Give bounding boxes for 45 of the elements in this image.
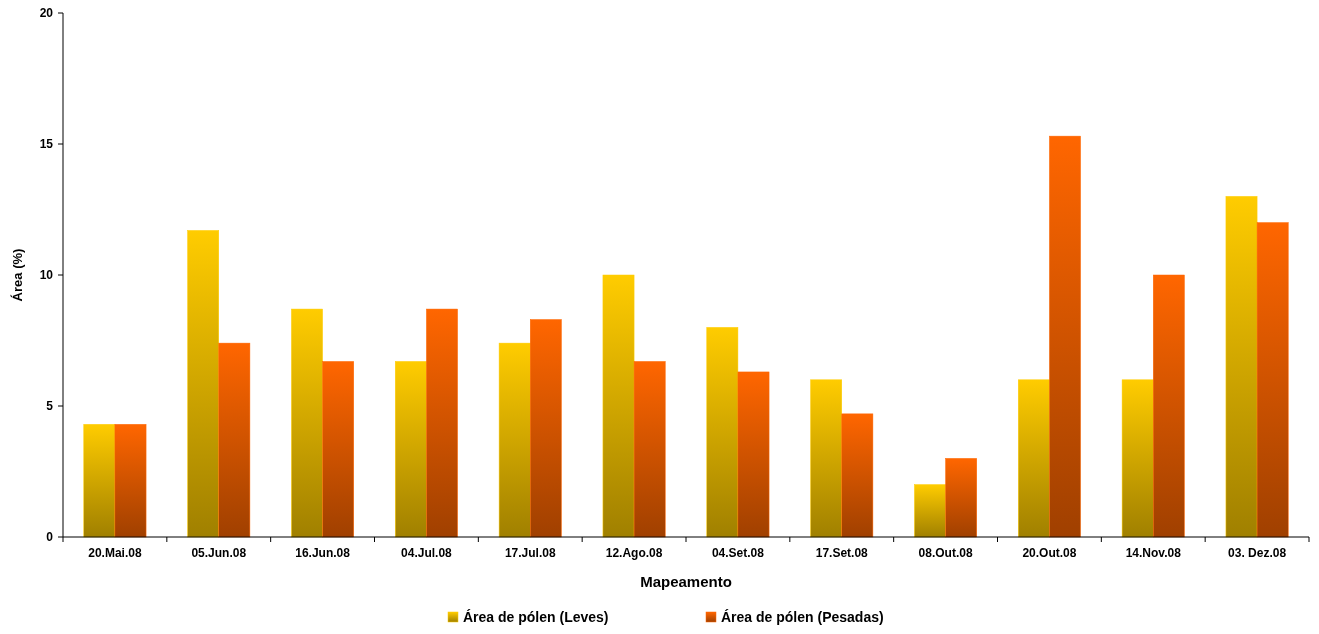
bar xyxy=(706,327,739,538)
bar xyxy=(1256,222,1289,538)
bar xyxy=(810,379,842,538)
y-tick-label: 0 xyxy=(46,530,54,545)
legend-label: Área de pólen (Leves) xyxy=(463,609,609,625)
y-tick-label: 10 xyxy=(39,268,54,283)
bar xyxy=(291,308,323,538)
bar xyxy=(737,371,770,538)
bar xyxy=(914,484,946,538)
x-tick-label: 05.Jun.08 xyxy=(191,546,247,560)
y-tick-label: 20 xyxy=(39,6,54,21)
y-tick-label: 5 xyxy=(46,399,54,414)
bar xyxy=(1121,379,1154,538)
bar xyxy=(426,308,458,538)
x-axis-title: Mapeamento xyxy=(640,573,732,590)
bar xyxy=(395,361,427,538)
bar xyxy=(498,342,531,538)
bar xyxy=(322,361,354,538)
x-tick-label: 04.Set.08 xyxy=(711,546,765,560)
bar xyxy=(83,424,116,538)
bar xyxy=(945,458,977,538)
bar xyxy=(1225,196,1258,538)
x-tick-label: 20.Out.08 xyxy=(1022,546,1077,560)
bar xyxy=(1153,274,1185,538)
x-tick-label: 04.Jul.08 xyxy=(401,546,453,560)
x-tick-label: 08.Out.08 xyxy=(918,546,973,560)
bar xyxy=(633,361,666,538)
bar xyxy=(841,413,874,538)
x-tick-label: 20.Mai.08 xyxy=(88,546,142,560)
bar xyxy=(1049,135,1081,538)
y-axis-title: Área (%) xyxy=(10,248,25,302)
x-tick-label: 16.Jun.08 xyxy=(295,546,351,560)
x-tick-label: 14.Nov.08 xyxy=(1125,546,1182,560)
x-tick-label: 17.Set.08 xyxy=(815,546,869,560)
bar xyxy=(602,274,635,538)
x-tick-label: 03. Dez.08 xyxy=(1228,546,1287,560)
bar xyxy=(187,230,219,538)
bar xyxy=(530,319,562,538)
bar xyxy=(218,342,251,538)
x-tick-label: 17.Jul.08 xyxy=(504,546,556,560)
y-tick-label: 15 xyxy=(39,137,54,152)
bar xyxy=(1018,379,1050,538)
x-tick-label: 12.Ago.08 xyxy=(605,546,663,560)
bar xyxy=(114,424,147,538)
legend-label: Área de pólen (Pesadas) xyxy=(721,609,884,625)
